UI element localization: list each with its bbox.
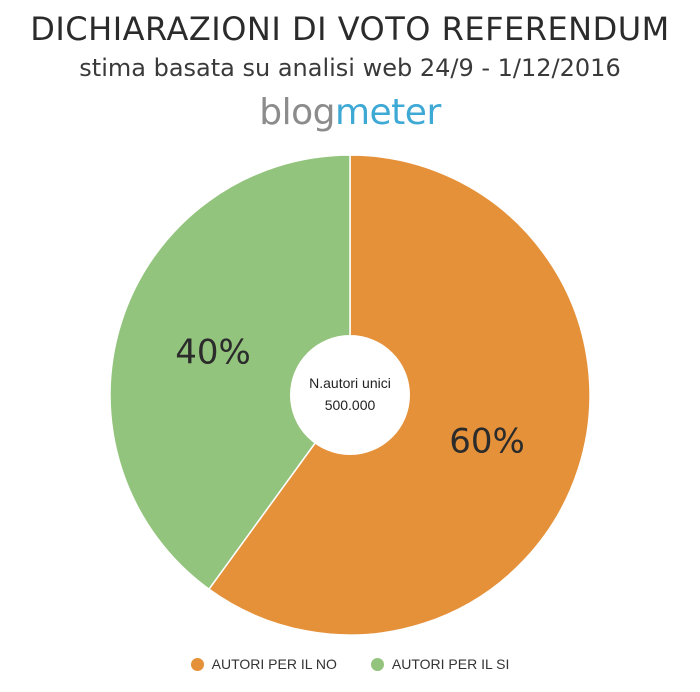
center-hole: [290, 335, 410, 455]
legend-swatch-no: [190, 657, 204, 671]
legend-swatch-si: [370, 657, 384, 671]
chart-legend: AUTORI PER IL NO AUTORI PER IL SI: [0, 656, 700, 672]
pie-slice-1: [109, 154, 351, 591]
pie-slice-label-1: 40%: [175, 333, 251, 373]
pie-slice-label-0: 60%: [449, 422, 525, 462]
legend-label-no: AUTORI PER IL NO: [211, 656, 337, 672]
logo-text-meter: meter: [334, 92, 441, 133]
center-label-line1: N.autori unici: [309, 375, 391, 391]
legend-item-no: AUTORI PER IL NO: [190, 656, 337, 672]
pie-chart: 60% 40% N.autori unici 500.000: [109, 154, 591, 636]
legend-label-si: AUTORI PER IL SI: [391, 656, 510, 672]
blogmeter-logo: blogmeter: [0, 92, 700, 133]
legend-item-si: AUTORI PER IL SI: [370, 656, 510, 672]
chart-subtitle: stima basata su analisi web 24/9 - 1/12/…: [79, 54, 621, 82]
logo-text-blog: blog: [259, 92, 335, 133]
chart-title: DICHIARAZIONI DI VOTO REFERENDUM: [30, 10, 670, 48]
center-label-line2: 500.000: [325, 397, 376, 413]
pie-slice-labels: 60% 40%: [175, 333, 525, 462]
